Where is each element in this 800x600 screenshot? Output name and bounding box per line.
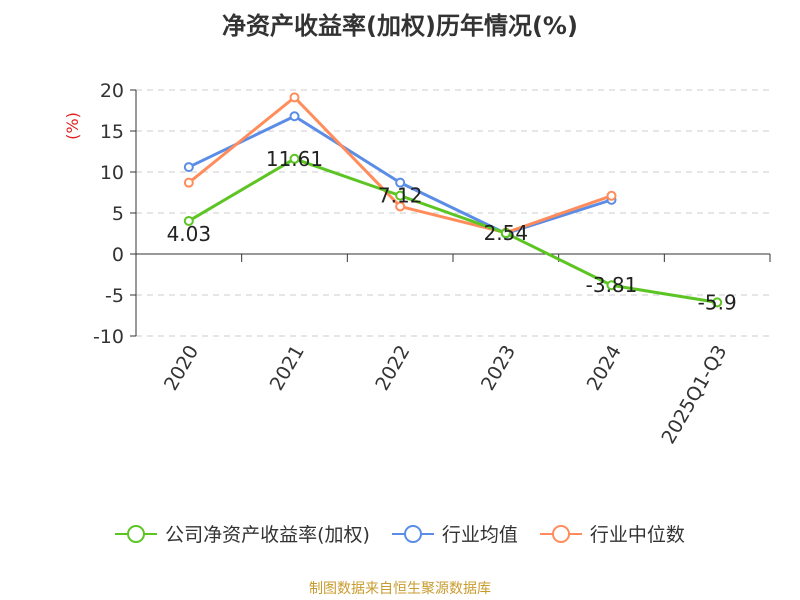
data-label: -3.81 <box>586 273 638 297</box>
x-tick-label: 2020 <box>160 342 203 395</box>
data-point <box>606 280 617 291</box>
legend-label: 行业中位数 <box>589 524 685 546</box>
x-tick-label: 2023 <box>477 342 520 395</box>
y-tick-label: -10 <box>93 326 124 348</box>
data-label: 11.61 <box>266 147 323 171</box>
y-tick-label: -5 <box>105 285 124 307</box>
x-tick-label: 2025Q1-Q3 <box>657 342 731 448</box>
legend-marker-icon <box>539 524 582 543</box>
legend-item: 公司净资产收益率(加权) <box>115 520 370 547</box>
legend-item: 行业均值 <box>391 520 518 547</box>
y-tick-label: 10 <box>100 162 124 184</box>
chart-legend: 公司净资产收益率(加权) 行业均值 行业中位数 <box>0 520 800 547</box>
data-point <box>289 92 300 103</box>
data-point <box>183 162 194 173</box>
data-point <box>500 228 511 239</box>
data-point <box>183 215 194 226</box>
data-source-note: 制图数据来自恒生聚源数据库 <box>309 581 491 597</box>
data-label: 2.54 <box>484 221 529 245</box>
y-axis-label: (%) <box>63 112 82 140</box>
y-tick-label: 20 <box>100 80 124 102</box>
x-tick-label: 2022 <box>371 342 414 395</box>
data-point <box>395 177 406 188</box>
x-tick-label: 2024 <box>583 342 626 395</box>
line-chart: 20 15 10 5 0 -5 -10 (%) 2020 2021 2022 2023 2024 2025… <box>63 80 771 448</box>
series-line <box>187 95 612 235</box>
y-tick-label: 0 <box>112 244 124 266</box>
series-line <box>188 157 718 304</box>
data-point <box>606 190 617 201</box>
chart-title: 净资产收益率(加权)历年情况(%) <box>222 12 578 40</box>
legend-marker-icon <box>115 524 158 543</box>
legend-circle <box>127 524 146 543</box>
y-tick-label: 15 <box>100 121 124 143</box>
data-point <box>289 153 300 164</box>
legend-marker-icon <box>391 524 434 543</box>
legend-circle <box>551 524 570 543</box>
data-point <box>289 111 300 122</box>
legend-label: 行业均值 <box>441 524 518 546</box>
data-label: 7.12 <box>378 184 423 208</box>
series-line <box>188 114 612 235</box>
data-point <box>712 297 723 308</box>
data-label: 4.03 <box>167 222 212 246</box>
legend-item: 行业中位数 <box>539 520 685 547</box>
data-point <box>395 201 406 212</box>
legend-circle <box>403 524 422 543</box>
y-tick-label: 5 <box>112 203 124 225</box>
data-point <box>395 190 406 201</box>
legend-label: 公司净资产收益率(加权) <box>165 524 370 546</box>
x-tick-label: 2021 <box>266 342 309 395</box>
data-label: -5.9 <box>698 290 737 314</box>
data-point <box>183 177 194 188</box>
